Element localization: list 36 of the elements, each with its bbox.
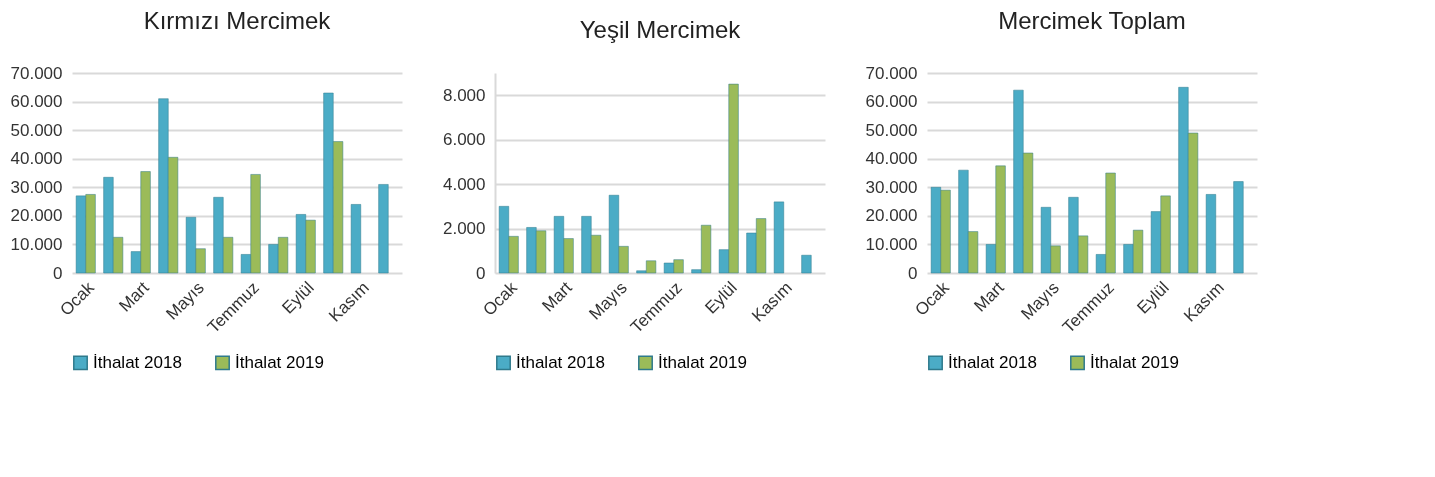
bar	[378, 184, 389, 274]
y-tick-label: 60.000	[10, 92, 63, 112]
y-tick-label: 10.000	[865, 234, 918, 254]
y-tick-label: 6.000	[442, 130, 486, 150]
chart-title: Kırmızı Mercimek	[143, 7, 332, 34]
y-tick-label: 0	[476, 263, 486, 283]
y-tick-label: 30.000	[865, 177, 918, 197]
bar	[773, 201, 784, 274]
legend-label: İthalat 2018	[93, 352, 182, 372]
y-tick-label: 50.000	[865, 120, 918, 140]
legend-label: İthalat 2018	[948, 352, 1037, 372]
y-tick-label: 20.000	[865, 206, 918, 226]
y-tick-label: 4.000	[442, 174, 486, 194]
y-tick-label: 2.000	[442, 219, 486, 239]
bar	[1205, 194, 1216, 274]
y-tick-label: 0	[53, 263, 63, 283]
y-tick-label: 70.000	[865, 63, 918, 83]
chart-title: Yeşil Mercimek	[579, 16, 742, 43]
legend-label: İthalat 2019	[658, 352, 747, 372]
y-tick-label: 20.000	[10, 206, 63, 226]
bar	[1233, 181, 1244, 274]
y-tick-label: 0	[908, 263, 918, 283]
y-tick-label: 40.000	[865, 149, 918, 169]
y-tick-label: 40.000	[10, 149, 63, 169]
bar	[801, 254, 812, 274]
legend-label: İthalat 2019	[1090, 352, 1179, 372]
y-tick-label: 50.000	[10, 120, 63, 140]
y-tick-label: 30.000	[10, 177, 63, 197]
bar	[350, 204, 361, 274]
legend-label: İthalat 2019	[235, 352, 324, 372]
y-tick-label: 60.000	[865, 92, 918, 112]
y-tick-label: 70.000	[10, 63, 63, 83]
chart-title: Mercimek Toplam	[998, 7, 1186, 34]
y-tick-label: 8.000	[442, 85, 486, 105]
legend-label: İthalat 2018	[516, 352, 605, 372]
y-tick-label: 10.000	[10, 234, 63, 254]
